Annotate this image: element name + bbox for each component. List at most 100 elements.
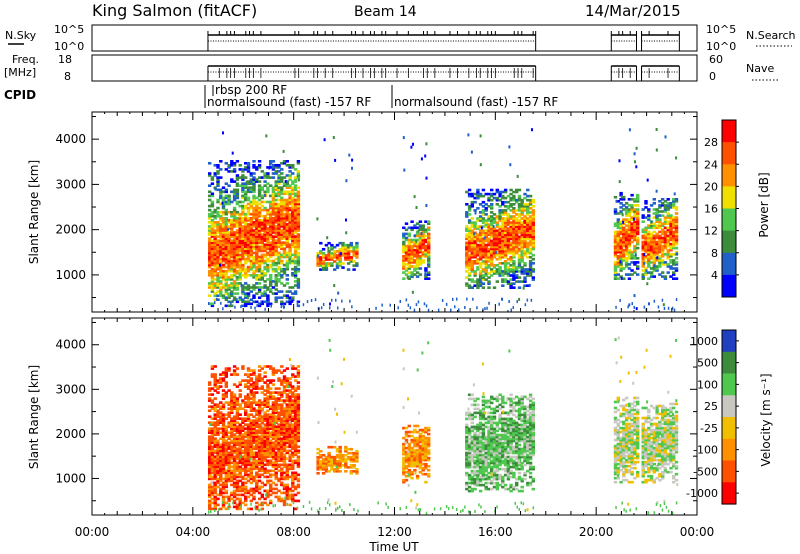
colorbar-segment (722, 164, 736, 187)
echo-cell (515, 188, 519, 192)
echo-cell (221, 265, 226, 269)
echo-cell (210, 455, 215, 459)
echo-cell (216, 413, 220, 416)
echo-cell (644, 232, 648, 236)
echo-cell (213, 265, 217, 269)
echo-cell (413, 259, 417, 262)
echo-cell (216, 255, 220, 259)
echo-cell (523, 253, 527, 257)
echo-cell (512, 243, 516, 247)
echo-cell (224, 210, 228, 214)
echo-cell (232, 206, 237, 210)
echo-cell (257, 419, 262, 422)
echo-cell (291, 435, 295, 438)
echo-cell (269, 451, 273, 455)
echo-cell (652, 212, 656, 215)
echo-cell (269, 263, 273, 267)
echo-cell (266, 304, 270, 308)
echo-cell (509, 205, 513, 208)
echo-cell (274, 427, 278, 430)
echo-cell (249, 221, 253, 224)
freq-tick-top: 18 (58, 53, 72, 66)
echo-cell (481, 205, 486, 208)
echo-cell (522, 286, 525, 290)
echo-cell (230, 160, 234, 163)
echo-cell (647, 208, 651, 211)
echo-cell (413, 248, 417, 252)
echo-cell (630, 250, 634, 254)
echo-cell (338, 256, 342, 259)
echo-cell (208, 162, 212, 165)
echo-cell (282, 441, 287, 445)
echo-cell (288, 411, 292, 414)
echo-cell (236, 298, 238, 302)
echo-cell (658, 257, 662, 260)
echo-cell (238, 383, 242, 386)
echo-cell (473, 255, 477, 259)
echo-cell (351, 305, 353, 309)
echo-cell (644, 250, 648, 254)
echo-cell (221, 255, 226, 259)
echo-cell (492, 217, 497, 220)
echo-cell (310, 299, 313, 302)
echo-cell (652, 244, 656, 248)
echo-cell (221, 455, 226, 459)
echo-cell (255, 204, 259, 208)
echo-cell (503, 229, 508, 232)
echo-cell (492, 192, 497, 196)
echo-cell (528, 262, 533, 265)
echo-cell (266, 409, 270, 412)
echo-cell (316, 252, 320, 255)
echo-cell (282, 439, 287, 443)
echo-cell (244, 296, 248, 299)
echo-cell (257, 288, 262, 291)
echo-cell (526, 245, 530, 249)
echo-cell (503, 217, 508, 220)
echo-cell (288, 253, 292, 257)
echo-cell (238, 427, 242, 430)
echo-cell (407, 242, 411, 246)
echo-cell (293, 261, 298, 265)
echo-cell (478, 211, 483, 214)
echo-cell (520, 253, 524, 257)
echo-cell (274, 186, 278, 189)
echo-cell (465, 249, 469, 253)
echo-cell (266, 459, 270, 463)
echo-cell (252, 294, 256, 297)
echo-cell (277, 377, 281, 380)
echo-cell (213, 375, 217, 378)
echo-cell (224, 223, 228, 226)
echo-cell (484, 192, 488, 196)
echo-cell (213, 455, 217, 459)
echo-cell (490, 229, 494, 232)
echo-cell (208, 239, 212, 242)
echo-cell (613, 210, 618, 213)
echo-cell (260, 219, 264, 222)
echo-cell (216, 387, 220, 390)
echo-cell (246, 296, 249, 300)
echo-cell (266, 495, 270, 499)
echo-cell (271, 443, 276, 447)
echo-cell (669, 261, 673, 264)
echo-cell (531, 128, 533, 132)
echo-cell (219, 407, 223, 410)
echo-cell (282, 231, 287, 234)
echo-cell (520, 205, 524, 208)
echo-cell (666, 250, 670, 254)
echo-cell (663, 253, 668, 256)
echo-cell (224, 259, 228, 263)
echo-cell (669, 232, 673, 236)
echo-cell (280, 471, 284, 475)
echo-cell (352, 260, 356, 263)
echo-cell (219, 261, 223, 265)
nsky-tick-bottom-left: 10^0 (54, 40, 84, 53)
echo-cell (658, 214, 662, 217)
echo-cell (490, 219, 494, 222)
echo-cell (285, 251, 289, 255)
echo-cell (636, 224, 640, 227)
echo-cell (219, 292, 223, 295)
echo-cell (274, 276, 278, 279)
echo-cell (291, 367, 295, 370)
echo-cell (249, 231, 253, 234)
echo-cell (285, 399, 289, 402)
